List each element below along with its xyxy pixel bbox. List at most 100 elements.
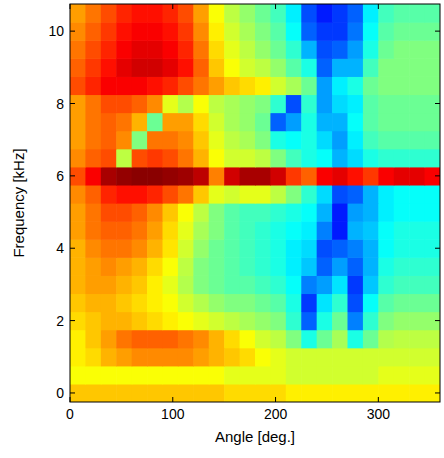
heat-cell <box>270 257 286 276</box>
heat-cell <box>193 366 209 385</box>
heat-cell <box>101 312 117 331</box>
heat-cell <box>193 221 209 240</box>
heat-cell <box>163 366 179 385</box>
heat-cell <box>409 312 425 331</box>
heat-cell <box>270 113 286 132</box>
heat-cell <box>85 76 101 95</box>
heat-cell <box>425 257 440 276</box>
heat-cell <box>348 185 364 204</box>
heat-cell <box>224 167 240 186</box>
heat-cell <box>394 293 410 312</box>
heat-cell <box>132 149 148 168</box>
heat-cell <box>209 384 225 402</box>
heat-cell <box>163 275 179 294</box>
heat-cell <box>116 239 132 258</box>
heat-cell <box>255 257 271 276</box>
heat-cell <box>85 4 101 23</box>
heat-cell <box>116 131 132 150</box>
heat-cell <box>317 348 333 367</box>
heat-cell <box>163 149 179 168</box>
heat-cell <box>116 167 132 186</box>
heat-cell <box>85 293 101 312</box>
heat-cell <box>132 366 148 385</box>
heat-cell <box>425 40 440 59</box>
heat-cell <box>178 366 194 385</box>
heat-cell <box>132 330 148 349</box>
y-tick <box>435 248 440 249</box>
x-axis-title: Angle [deg.] <box>215 428 295 445</box>
heat-cell <box>193 203 209 222</box>
heat-cell <box>255 167 271 186</box>
heat-cell <box>394 257 410 276</box>
heat-cell <box>332 348 348 367</box>
cells <box>70 4 440 402</box>
heat-cell <box>301 257 317 276</box>
heat-cell <box>425 131 440 150</box>
heat-cell <box>70 40 86 59</box>
heat-cell <box>163 330 179 349</box>
heat-cell <box>209 167 225 186</box>
heat-cell <box>301 94 317 113</box>
heat-cell <box>193 275 209 294</box>
heat-cell <box>363 221 379 240</box>
heat-cell <box>224 203 240 222</box>
heat-cell <box>209 94 225 113</box>
heat-cell <box>425 348 440 367</box>
heat-cell <box>163 221 179 240</box>
heat-cell <box>224 40 240 59</box>
heat-cell <box>70 239 86 258</box>
heat-cell <box>332 221 348 240</box>
heat-cell <box>394 58 410 77</box>
heat-cell <box>301 239 317 258</box>
heat-cell <box>240 203 256 222</box>
heat-cell <box>163 239 179 258</box>
heat-cell <box>224 185 240 204</box>
heat-cell <box>301 366 317 385</box>
y-tick-label: 2 <box>56 313 64 329</box>
x-tick <box>172 397 173 402</box>
heat-cell <box>270 221 286 240</box>
heat-cell <box>348 275 364 294</box>
heat-cell <box>193 330 209 349</box>
heat-cell <box>286 239 302 258</box>
heat-cell <box>163 94 179 113</box>
heat-cell <box>425 76 440 95</box>
heat-cell <box>240 94 256 113</box>
heat-cell <box>85 330 101 349</box>
heat-cell <box>394 149 410 168</box>
heat-cell <box>101 293 117 312</box>
heat-cell <box>301 384 317 402</box>
heat-cell <box>224 384 240 402</box>
y-tick-label: 8 <box>56 96 64 112</box>
heat-cell <box>178 167 194 186</box>
heat-cell <box>255 40 271 59</box>
heat-cell <box>209 131 225 150</box>
heat-cell <box>409 131 425 150</box>
heat-cell <box>70 257 86 276</box>
heat-cell <box>193 94 209 113</box>
heat-cell <box>240 58 256 77</box>
heat-cell <box>286 185 302 204</box>
heat-cell <box>301 185 317 204</box>
heat-cell <box>409 149 425 168</box>
heat-cell <box>332 185 348 204</box>
heat-cell <box>409 58 425 77</box>
heat-cell <box>255 113 271 132</box>
heat-cell <box>378 40 394 59</box>
heat-cell <box>70 58 86 77</box>
heat-cell <box>193 257 209 276</box>
heat-cell <box>394 348 410 367</box>
heat-cell <box>425 4 440 23</box>
heat-cell <box>409 40 425 59</box>
heat-cell <box>286 330 302 349</box>
heat-cell <box>163 22 179 41</box>
heat-cell <box>301 203 317 222</box>
heat-cell <box>332 94 348 113</box>
heat-cell <box>101 149 117 168</box>
heat-cell <box>85 40 101 59</box>
heat-cell <box>255 149 271 168</box>
heat-cell <box>101 4 117 23</box>
heat-cell <box>70 185 86 204</box>
heat-cell <box>240 149 256 168</box>
heat-cell <box>85 366 101 385</box>
